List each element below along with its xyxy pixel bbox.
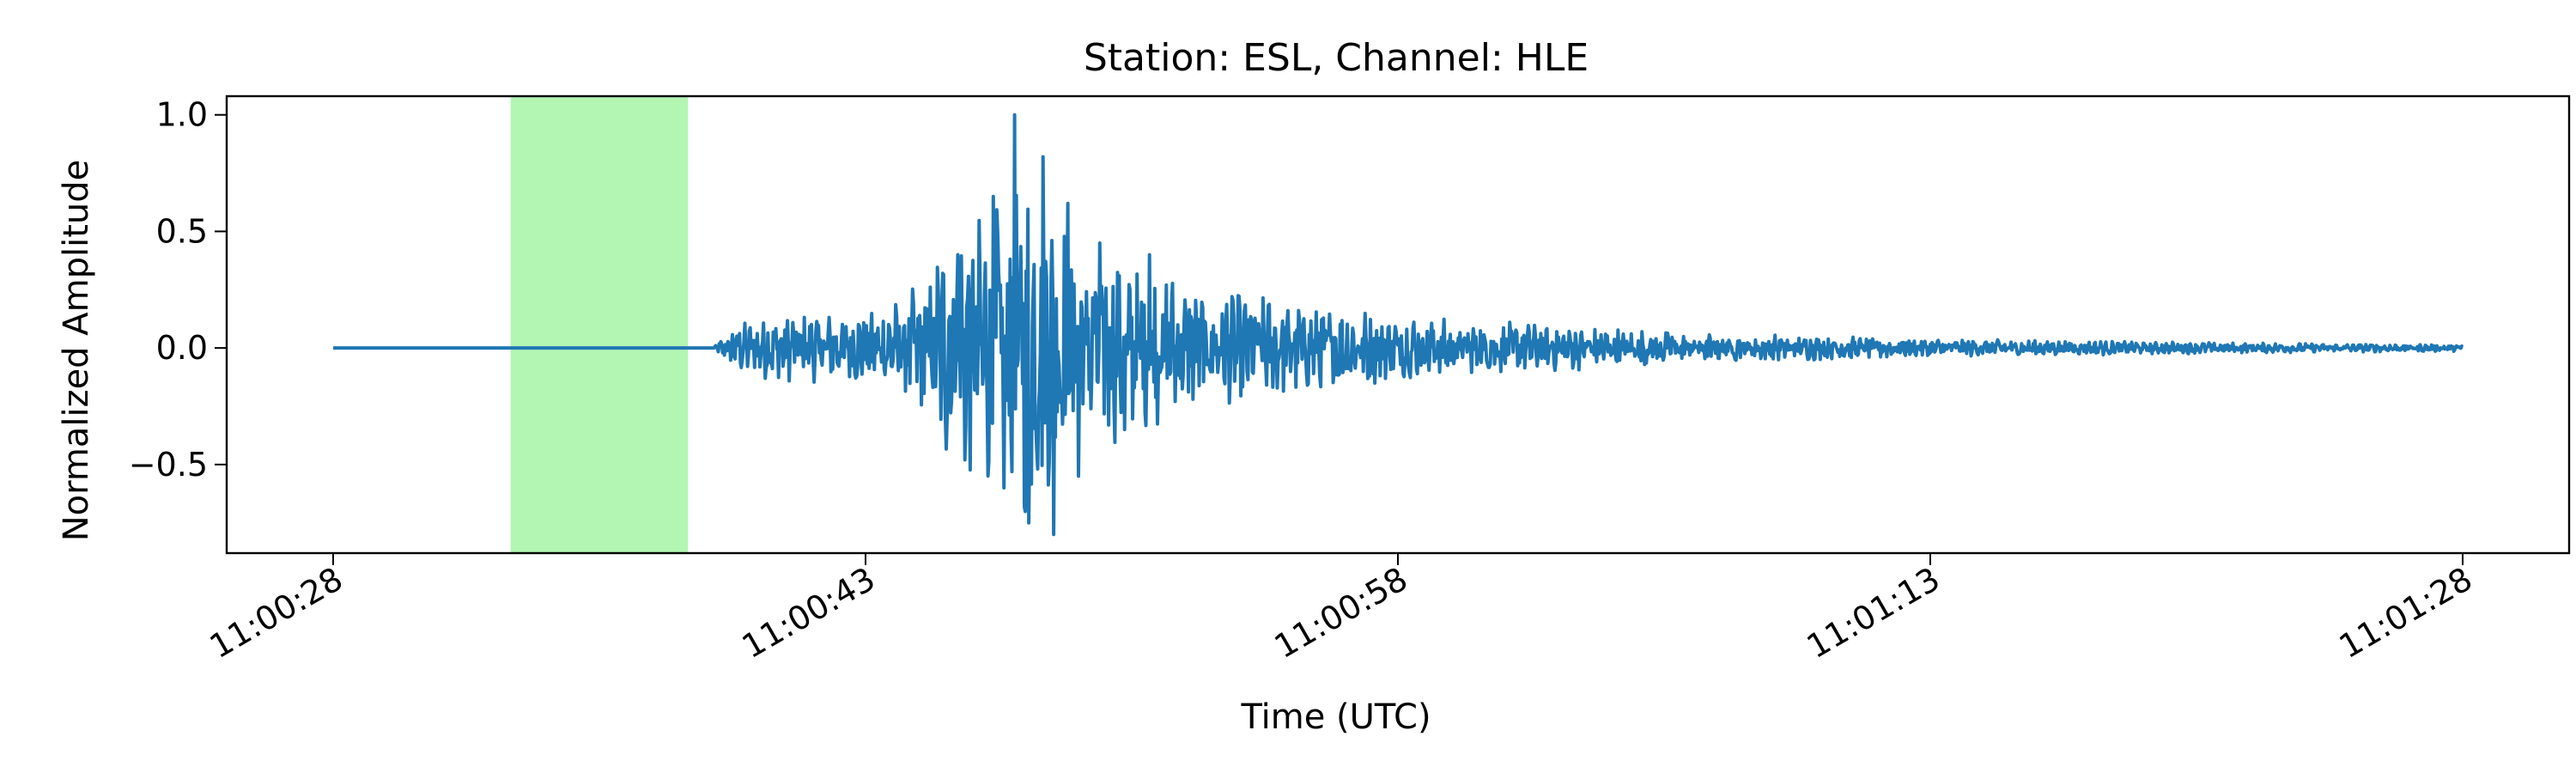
y-tick-label: 0.0 <box>156 329 208 367</box>
x-axis-label: Time (UTC) <box>1240 697 1431 737</box>
highlight-window <box>510 96 689 553</box>
chart-title: Station: ESL, Channel: HLE <box>1084 36 1589 80</box>
y-tick-label: 1.0 <box>156 96 208 134</box>
waveform-line <box>332 113 2464 537</box>
y-tick-label: −0.5 <box>129 446 208 484</box>
waveform-series <box>332 113 2464 537</box>
y-axis: −0.5 0.0 0.5 1.0 <box>129 96 227 484</box>
y-tick-label: 0.5 <box>156 212 208 250</box>
y-axis-label: Normalized Amplitude <box>57 160 96 542</box>
